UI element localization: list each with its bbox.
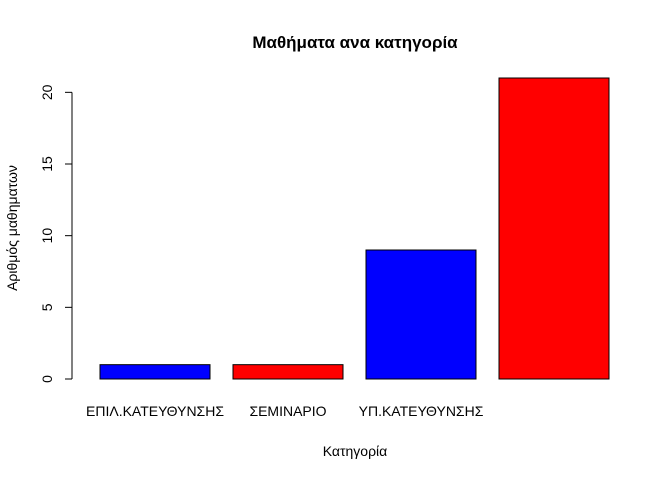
x-axis-label: Κατηγορία bbox=[323, 443, 388, 459]
y-tick-label: 20 bbox=[39, 84, 55, 100]
y-tick-label: 5 bbox=[39, 303, 55, 311]
y-tick-label: 0 bbox=[39, 375, 55, 383]
category-label: ΣΕΜΙΝΑΡΙΟ bbox=[249, 403, 326, 419]
y-axis: 0 5 10 15 20 bbox=[39, 84, 73, 383]
category-label: ΕΠΙΛ.ΚΑΤΕΥΘΥΝΣΗΣ bbox=[86, 403, 224, 419]
chart-title: Μαθήματα ανα κατηγορία bbox=[252, 33, 458, 52]
bar bbox=[365, 249, 477, 380]
y-axis-label: Αριθμός μαθηματων bbox=[4, 165, 20, 291]
category-labels: ΕΠΙΛ.ΚΑΤΕΥΘΥΝΣΗΣ ΣΕΜΙΝΑΡΙΟ ΥΠ.ΚΑΤΕΥΘΥΝΣΗΣ bbox=[86, 403, 484, 419]
bar bbox=[232, 364, 344, 380]
y-tick-label: 15 bbox=[39, 156, 55, 172]
y-tick-label: 10 bbox=[39, 228, 55, 244]
category-label: ΥΠ.ΚΑΤΕΥΘΥΝΣΗΣ bbox=[359, 403, 484, 419]
bar bbox=[498, 77, 610, 380]
bar bbox=[99, 364, 211, 380]
bars bbox=[99, 77, 610, 380]
